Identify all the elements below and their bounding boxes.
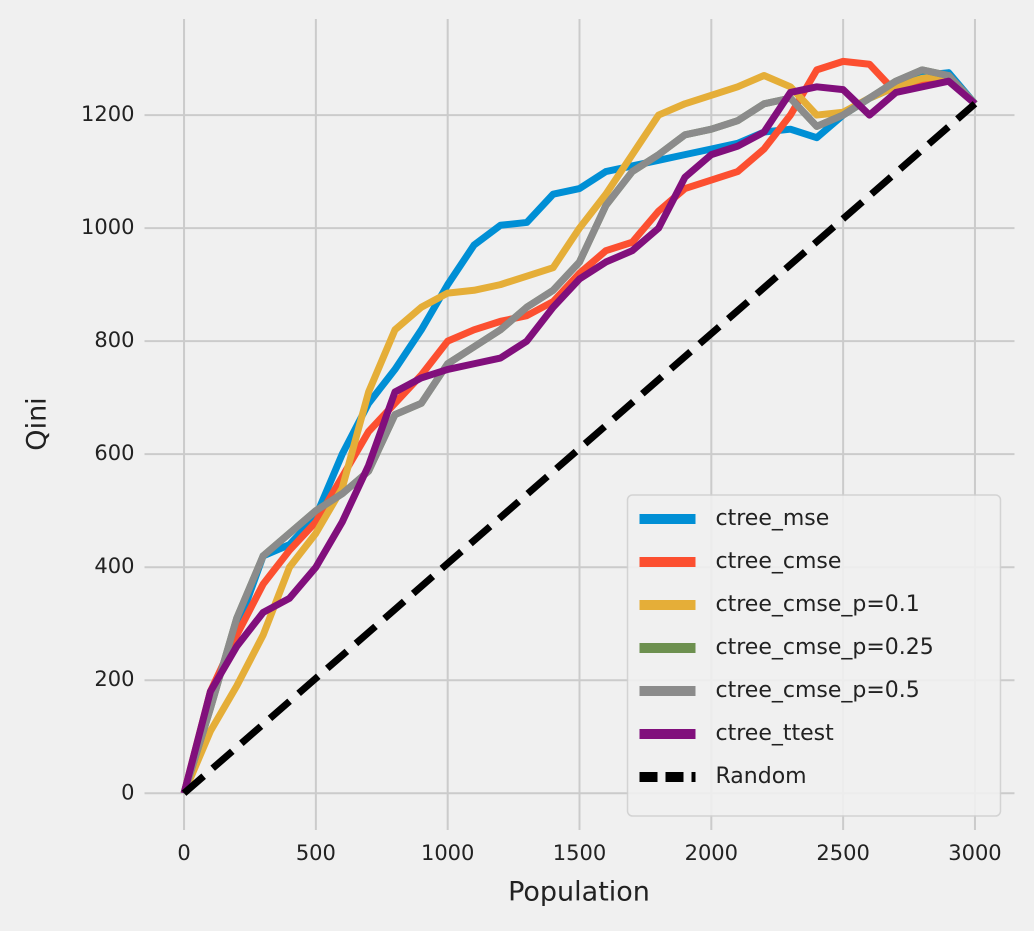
legend-label: ctree_cmse_p=0.25	[716, 635, 934, 660]
x-tick-label: 1000	[421, 841, 474, 865]
legend-label: ctree_cmse_p=0.1	[716, 592, 920, 617]
series-line	[180, 57, 978, 795]
series-line	[180, 66, 978, 795]
y-tick-label: 0	[121, 780, 134, 804]
x-tick-label: 2000	[685, 841, 738, 865]
y-tick-label: 1200	[81, 102, 134, 126]
x-axis-label: Population	[508, 877, 650, 908]
x-tick-label: 2500	[816, 841, 869, 865]
y-tick-label: 200	[94, 667, 134, 691]
legend-label: ctree_cmse_p=0.5	[716, 678, 920, 703]
y-tick-label: 400	[94, 554, 134, 578]
series-line	[181, 101, 978, 796]
legend-label: ctree_cmse	[716, 549, 842, 574]
y-tick-label: 1000	[81, 215, 134, 239]
series-line	[180, 77, 978, 795]
legend-label: ctree_mse	[716, 506, 830, 531]
legend-label: Random	[716, 764, 807, 789]
x-tick-label: 1500	[553, 841, 606, 865]
legend-label: ctree_ttest	[716, 721, 835, 746]
legend-box	[626, 494, 1002, 817]
y-axis-label: Qini	[22, 397, 53, 450]
x-tick-label: 0	[177, 841, 190, 865]
y-tick-label: 800	[94, 328, 134, 352]
legend: ctree_mse ctree_cmse ctree_cmse_p=0.1ctree…	[626, 494, 1002, 817]
x-tick-label: 3000	[948, 841, 1001, 865]
y-tick-label: 600	[94, 441, 134, 465]
x-tick-label: 500	[296, 841, 336, 865]
